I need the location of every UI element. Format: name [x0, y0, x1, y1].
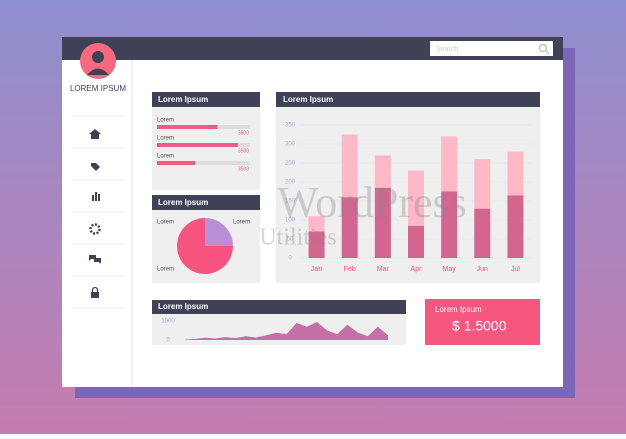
- panel-header: [152, 300, 406, 314]
- watermark-subtitle: Utilities: [259, 225, 336, 251]
- pie-slice: [177, 218, 233, 274]
- progress-value: 3500: [238, 130, 249, 136]
- watermark-title: WordPress: [277, 178, 467, 227]
- y-tick-label: 250: [285, 161, 296, 167]
- bar: [341, 197, 358, 258]
- search-icon-handle: [545, 50, 550, 55]
- progress-value: 3500: [238, 166, 249, 172]
- y-tick-label: 0: [288, 256, 292, 262]
- area: [185, 321, 388, 340]
- panel-header: [152, 92, 260, 107]
- y-tick-label: 100: [285, 218, 296, 224]
- x-tick-label: Jan: [311, 266, 322, 273]
- home-icon[interactable]: [89, 129, 101, 139]
- chart-icon[interactable]: [92, 192, 100, 201]
- progress-label: Lorem: [157, 154, 174, 160]
- pie-label: Lorem: [157, 220, 174, 226]
- progress-bar: [157, 125, 218, 129]
- y-tick-label: 300: [285, 142, 296, 148]
- panel-header: [152, 195, 260, 210]
- panel-title: Lorem Ipsum: [283, 95, 333, 104]
- x-tick-label: Apr: [411, 266, 423, 273]
- x-tick-label: Mar: [377, 266, 390, 273]
- search-box[interactable]: [430, 41, 553, 56]
- bar: [341, 134, 358, 198]
- bar: [408, 170, 424, 226]
- x-tick-label: Feb: [344, 266, 356, 273]
- x-tick-label: Jul: [511, 266, 520, 273]
- bar: [474, 159, 491, 209]
- avatar-body: [87, 68, 109, 75]
- bar: [441, 191, 458, 258]
- y-tick-label: 0: [166, 338, 170, 344]
- bar: [474, 208, 491, 258]
- progress-track: [157, 161, 250, 165]
- panel-body: [152, 314, 406, 345]
- value-card: [425, 299, 540, 345]
- user-name: LOREM IPSUM: [70, 84, 126, 93]
- progress-label: Lorem: [157, 136, 174, 142]
- bar: [308, 216, 325, 232]
- y-tick-label: 50: [287, 237, 294, 243]
- y-tick-label: 350: [285, 123, 296, 129]
- bar: [507, 151, 524, 196]
- bar: [374, 187, 391, 258]
- x-tick-label: May: [443, 266, 457, 273]
- progress-bar: [157, 161, 196, 165]
- avatar-head: [92, 51, 104, 63]
- lock-shackle: [91, 286, 99, 292]
- pie-label: Lorem: [233, 220, 250, 226]
- bar: [507, 195, 524, 258]
- search-icon[interactable]: [538, 43, 548, 53]
- bar: [308, 231, 325, 258]
- lock-icon[interactable]: [91, 292, 99, 298]
- pie-slice: [205, 218, 233, 246]
- y-tick-label: 150: [285, 199, 296, 205]
- panel-body: [152, 107, 260, 190]
- tag-icon[interactable]: [91, 163, 100, 171]
- panel-title: Lorem Ipsum: [158, 198, 208, 207]
- panel-header: [276, 92, 540, 107]
- progress-value: 3500: [238, 148, 249, 154]
- progress-label: Lorem: [157, 118, 174, 124]
- x-tick-label: Jun: [477, 266, 488, 273]
- bar: [441, 136, 458, 192]
- panel-title: Lorem Ipsum: [158, 302, 208, 311]
- panel-title: Lorem Ipsum: [158, 95, 208, 104]
- chat-icon[interactable]: [89, 255, 101, 264]
- y-tick-label: 200: [285, 180, 296, 186]
- card-title: Lorem Ipsum: [435, 305, 482, 314]
- settings-icon[interactable]: [89, 223, 101, 235]
- bar: [374, 155, 391, 188]
- y-tick-label: 1000: [161, 319, 175, 325]
- pie-label: Lorem: [157, 267, 174, 273]
- card-value: $ 1.5000: [452, 318, 507, 334]
- bar: [408, 225, 424, 258]
- search-placeholder: Search: [436, 46, 458, 53]
- progress-bar: [157, 143, 238, 147]
